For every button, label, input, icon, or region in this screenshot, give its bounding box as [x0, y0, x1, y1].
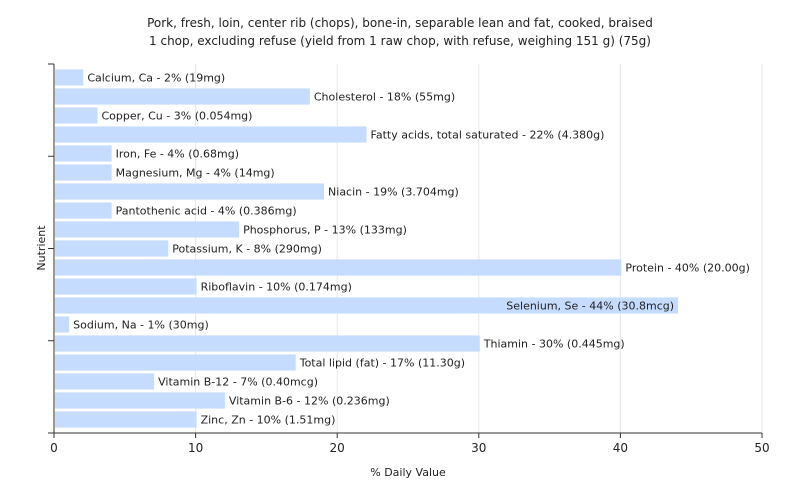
bars: Calcium, Ca - 2% (19mg) Cholesterol - 18%…	[55, 69, 750, 428]
bar-label: Potassium, K - 8% (290mg)	[172, 243, 322, 256]
bar	[55, 221, 240, 238]
bar	[55, 297, 679, 314]
bar-label: Cholesterol - 18% (55mg)	[314, 91, 455, 104]
bar	[55, 259, 622, 276]
bar-label: Iron, Fe - 4% (0.68mg)	[116, 148, 239, 161]
bar	[55, 278, 197, 295]
bar	[55, 354, 296, 371]
x-axis-title: % Daily Value	[370, 466, 446, 479]
bar	[55, 164, 112, 181]
bar	[55, 183, 325, 200]
x-tick-label: 10	[188, 441, 203, 455]
chart-title-line-1: Pork, fresh, loin, center rib (chops), b…	[147, 16, 653, 30]
bar-label: Phosphorus, P - 13% (133mg)	[243, 224, 407, 237]
bar-label: Vitamin B-12 - 7% (0.40mcg)	[158, 376, 318, 389]
bar	[55, 240, 169, 257]
bar-label: Riboflavin - 10% (0.174mg)	[201, 281, 352, 294]
bar	[55, 69, 84, 86]
x-tick-label: 20	[330, 441, 345, 455]
chart-title-line-2: 1 chop, excluding refuse (yield from 1 r…	[149, 34, 651, 48]
axes: 0 10 20 30 40 50	[48, 63, 770, 455]
bar	[55, 335, 480, 352]
bar	[55, 126, 367, 143]
x-tick-label: 50	[754, 441, 769, 455]
y-axis-title: Nutrient	[35, 225, 48, 271]
bar	[55, 88, 310, 105]
bar	[55, 107, 98, 124]
bar	[55, 316, 70, 333]
bar-label: Sodium, Na - 1% (30mg)	[73, 319, 209, 332]
bar-label: Niacin - 19% (3.704mg)	[328, 186, 459, 199]
bar-label: Selenium, Se - 44% (30.8mcg)	[506, 300, 674, 313]
bar-label: Calcium, Ca - 2% (19mg)	[87, 72, 225, 85]
bar-label: Copper, Cu - 3% (0.054mg)	[101, 110, 252, 123]
bar-label: Total lipid (fat) - 17% (11.30g)	[299, 357, 465, 370]
bar-label: Thiamin - 30% (0.445mg)	[483, 338, 625, 351]
bar-label: Magnesium, Mg - 4% (14mg)	[116, 167, 275, 180]
bar	[55, 202, 112, 219]
bar	[55, 145, 112, 162]
x-tick-label: 40	[613, 441, 628, 455]
bar-label: Vitamin B-6 - 12% (0.236mg)	[229, 395, 390, 408]
bar-label: Zinc, Zn - 10% (1.51mg)	[201, 414, 336, 427]
bar	[55, 373, 155, 390]
bar-label: Protein - 40% (20.00g)	[625, 262, 750, 275]
bar-label: Fatty acids, total saturated - 22% (4.38…	[371, 129, 605, 142]
x-tick-label: 30	[471, 441, 486, 455]
x-tick-label: 0	[50, 441, 58, 455]
bar-label: Pantothenic acid - 4% (0.386mg)	[116, 205, 297, 218]
bar	[55, 392, 225, 409]
bar	[55, 411, 197, 428]
